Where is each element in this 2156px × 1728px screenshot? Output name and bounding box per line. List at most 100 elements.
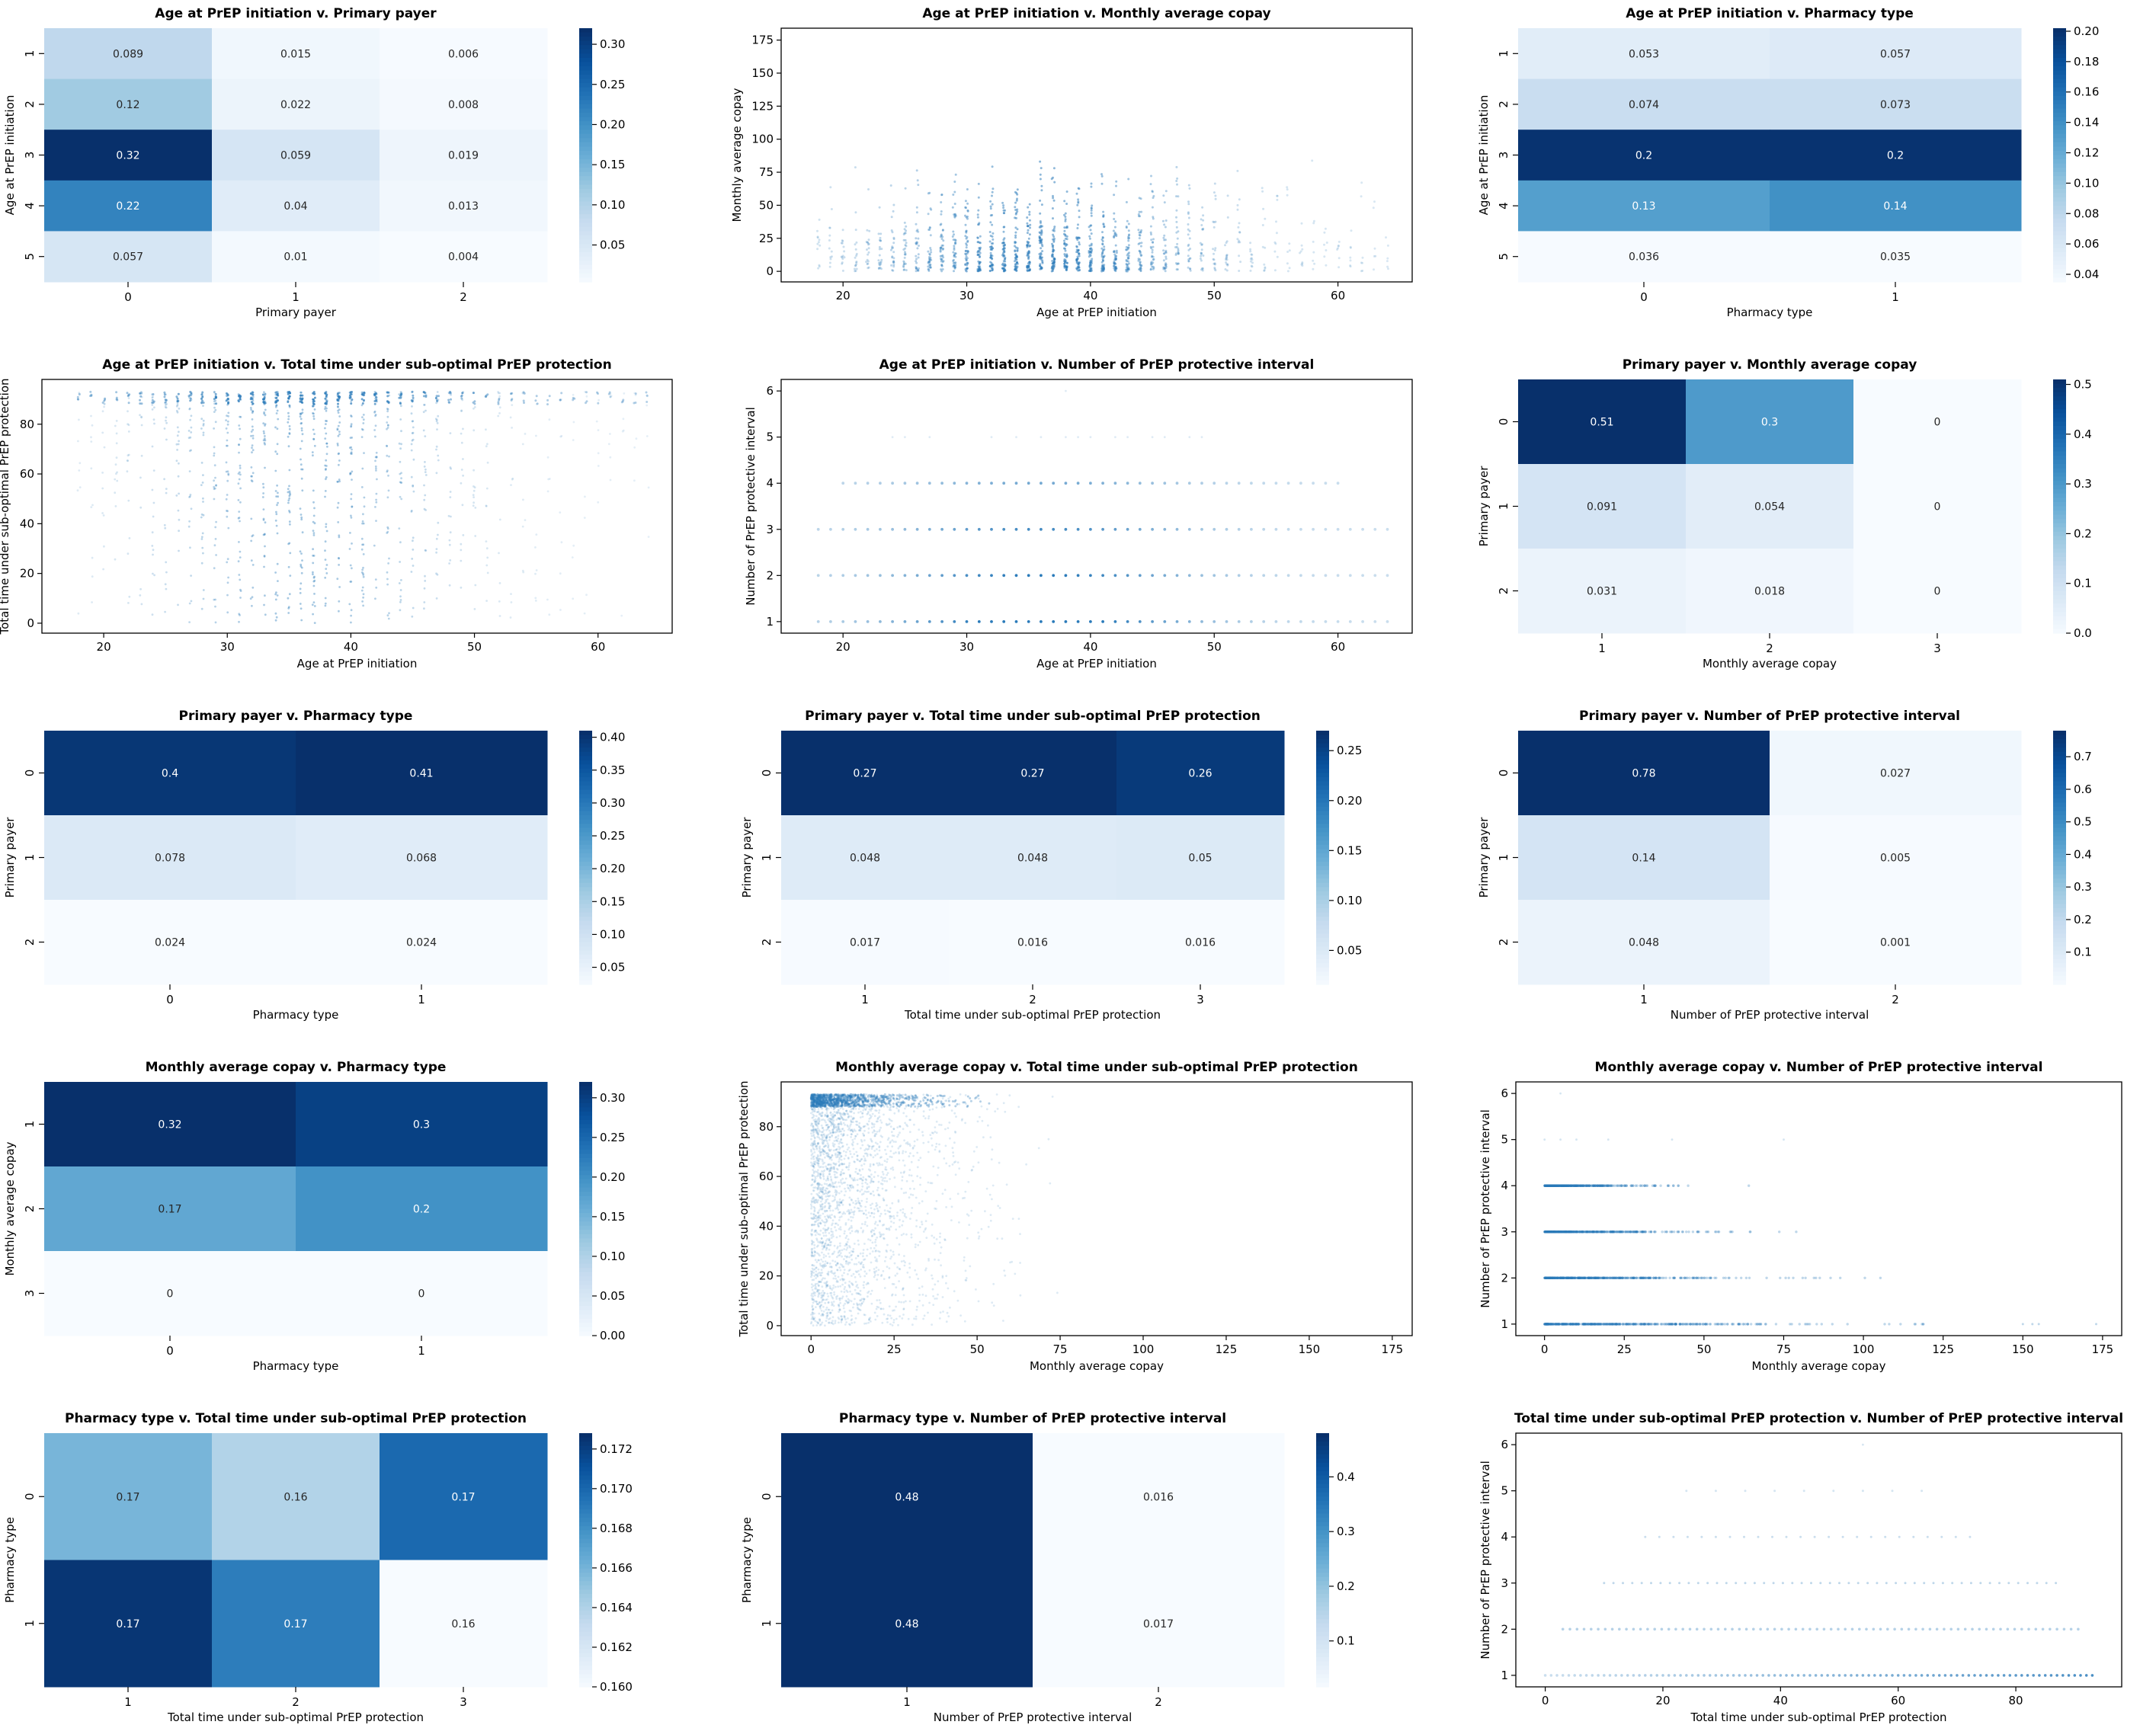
- scatter-point: [287, 612, 290, 614]
- scatter-point: [928, 261, 931, 264]
- y-axis-label: Age at PrEP initiation: [1477, 95, 1491, 216]
- y-tick-label: 2: [23, 101, 37, 108]
- scatter-point: [1125, 263, 1128, 265]
- scatter-point: [940, 233, 943, 236]
- scatter-point: [1187, 233, 1190, 236]
- scatter-point: [977, 1237, 980, 1240]
- scatter-point: [813, 1243, 816, 1246]
- scatter-point: [585, 395, 588, 398]
- scatter-point: [1288, 267, 1291, 270]
- scatter-point: [1386, 260, 1389, 263]
- scatter-point: [965, 230, 968, 233]
- scatter-point: [940, 527, 943, 531]
- scatter-point: [251, 410, 255, 413]
- scatter-point: [226, 561, 229, 564]
- scatter-point: [1336, 620, 1340, 623]
- scatter-point: [1188, 237, 1191, 240]
- scatter-point: [1138, 233, 1141, 236]
- scatter-point: [399, 600, 402, 603]
- scatter-point: [1128, 268, 1130, 271]
- scatter-point: [1090, 244, 1093, 247]
- scatter-point: [251, 428, 255, 431]
- scatter-point: [262, 430, 265, 433]
- scatter-point: [892, 269, 895, 272]
- scatter-point: [485, 547, 489, 550]
- scatter-point: [874, 1154, 876, 1157]
- chart-title: Age at PrEP initiation v. Total time und…: [102, 357, 611, 373]
- scatter-point: [874, 1141, 877, 1144]
- scatter-point: [202, 423, 205, 425]
- scatter-point: [238, 451, 240, 454]
- scatter-point: [867, 243, 870, 246]
- scatter-point: [873, 1150, 876, 1152]
- scatter-point: [200, 418, 203, 421]
- scatter-point: [867, 266, 870, 269]
- scatter-point: [585, 402, 587, 405]
- colorbar-segment: [2053, 379, 2066, 385]
- scatter-point: [336, 427, 339, 430]
- scatter-point: [447, 514, 450, 517]
- scatter-point: [215, 554, 217, 556]
- scatter-point: [892, 236, 895, 239]
- scatter-point: [990, 248, 993, 251]
- scatter-point: [978, 255, 981, 258]
- scatter-point: [1299, 574, 1302, 578]
- colorbar-segment: [2053, 607, 2066, 613]
- scatter-point: [855, 261, 858, 263]
- scatter-point: [1312, 620, 1315, 623]
- scatter-point: [1113, 258, 1116, 261]
- colorbar-segment: [2053, 252, 2066, 258]
- colorbar-segment: [579, 1238, 592, 1243]
- scatter-point: [338, 564, 340, 566]
- scatter-point: [834, 1216, 836, 1218]
- scatter-point: [1026, 270, 1029, 273]
- y-tick-label: 0: [23, 770, 37, 777]
- scatter-point: [1101, 236, 1104, 239]
- scatter-point: [324, 392, 327, 395]
- scatter-point: [828, 247, 831, 250]
- scatter-point: [965, 237, 968, 240]
- scatter-point: [878, 248, 881, 251]
- scatter-point: [892, 238, 895, 241]
- scatter-point: [1113, 250, 1116, 252]
- scatter-point: [238, 510, 241, 513]
- scatter-point: [350, 493, 353, 495]
- colorbar-segment: [2053, 544, 2066, 549]
- axes-frame: [780, 379, 1413, 634]
- heatmap-cell: [1518, 78, 1770, 130]
- scatter-point: [1052, 260, 1056, 263]
- scatter-point: [838, 1181, 840, 1184]
- scatter-point: [214, 526, 217, 529]
- scatter-point: [927, 482, 931, 485]
- colorbar-segment: [2053, 971, 2066, 977]
- scatter-point: [1039, 160, 1042, 163]
- colorbar-segment: [2053, 133, 2066, 139]
- scatter-point: [597, 392, 599, 395]
- scatter-point: [399, 402, 402, 405]
- colorbar-segment: [2053, 40, 2066, 46]
- scatter-point: [1027, 258, 1030, 261]
- scatter-point: [498, 600, 501, 603]
- scatter-point: [324, 576, 327, 579]
- cell-value-label: 0: [1934, 501, 1941, 514]
- scatter-point: [937, 1280, 940, 1282]
- colorbar-segment: [1316, 836, 1329, 841]
- scatter-point: [904, 252, 907, 255]
- scatter-point: [916, 247, 919, 250]
- scatter-point: [939, 249, 942, 252]
- scatter-point: [288, 542, 291, 545]
- scatter-point: [979, 1115, 981, 1118]
- scatter-point: [1187, 527, 1191, 531]
- scatter-point: [940, 201, 943, 203]
- scatter-point: [890, 229, 893, 232]
- scatter-point: [822, 1153, 825, 1156]
- scatter-point: [1115, 235, 1118, 238]
- scatter-point: [901, 1317, 904, 1320]
- scatter-point: [1187, 260, 1190, 263]
- scatter-point: [889, 1314, 892, 1317]
- scatter-point: [1088, 270, 1091, 272]
- scatter-point: [942, 260, 945, 263]
- scatter-point: [1076, 227, 1079, 229]
- colorbar-segment: [579, 45, 592, 50]
- cell-value-label: 0.018: [1754, 586, 1785, 598]
